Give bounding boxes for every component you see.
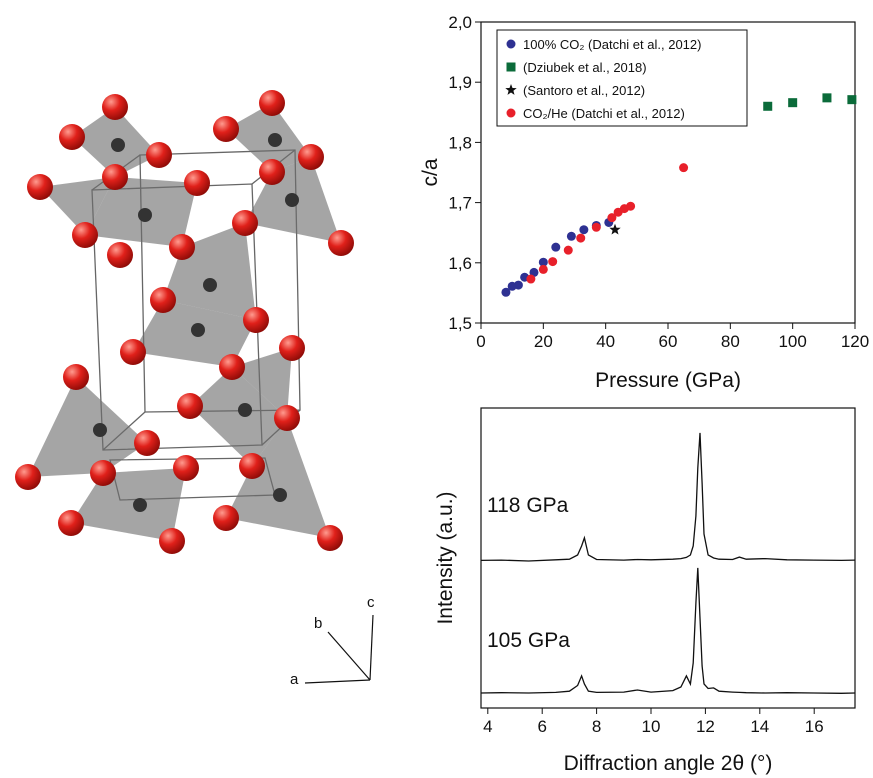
legend-label: 100% CO₂ (Datchi et al., 2012): [523, 37, 701, 52]
legend-label: CO₂/He (Datchi et al., 2012): [523, 106, 685, 121]
data-point: [576, 233, 586, 243]
x-tick-label: 100: [778, 332, 806, 351]
y-axis-title: c/a: [419, 158, 442, 186]
x-tick-label: 40: [596, 332, 615, 351]
axis-label: a: [290, 671, 299, 688]
data-point: [548, 257, 558, 267]
data-point: [579, 225, 589, 235]
data-point: [538, 257, 548, 267]
legend-box: [496, 29, 748, 127]
data-point: [847, 95, 857, 105]
x-axis-title: Diffraction angle 2θ (°): [564, 752, 773, 775]
axis-label: b: [314, 615, 322, 632]
carbon-atoms: [93, 133, 299, 512]
data-point: [526, 274, 536, 284]
y-axis-title: Intensity (a.u.): [434, 491, 457, 624]
spectrum-line: [480, 567, 856, 694]
data-point: [822, 93, 832, 103]
data-point: [607, 213, 617, 223]
legend-marker: [506, 62, 516, 72]
y-tick-label: 2,0: [448, 13, 472, 32]
x-tick-label: 6: [537, 717, 546, 736]
y-tick-label: 1,9: [448, 73, 472, 92]
data-point: [563, 245, 573, 255]
axis-label: c: [367, 594, 375, 611]
legend-marker: [506, 108, 516, 118]
data-point: [609, 223, 621, 235]
axes-glyph: [304, 614, 374, 684]
data-point: [551, 242, 561, 252]
x-tick-label: 80: [721, 332, 740, 351]
data-point: [501, 287, 511, 297]
x-tick-label: 20: [534, 332, 553, 351]
legend-label: (Dziubek et al., 2018): [523, 60, 647, 75]
annotation: 118 GPa: [487, 494, 569, 517]
x-tick-label: 8: [592, 717, 601, 736]
x-tick-label: 12: [696, 717, 715, 736]
x-tick-label: 10: [642, 717, 661, 736]
x-tick-label: 4: [483, 717, 492, 736]
plot-frame: [480, 407, 856, 709]
x-tick-label: 60: [659, 332, 678, 351]
x-tick-label: 14: [750, 717, 769, 736]
x-tick-label: 120: [841, 332, 869, 351]
y-tick-label: 1,8: [448, 133, 472, 152]
data-point: [679, 163, 689, 173]
data-point: [788, 98, 798, 108]
legend-marker: [506, 39, 516, 49]
spectrum-line: [480, 432, 856, 562]
oxygen-atoms: [15, 90, 354, 554]
legend-label: (Santoro et al., 2012): [523, 83, 645, 98]
legend-marker: [505, 84, 517, 95]
data-point: [763, 101, 773, 111]
data-point: [626, 201, 636, 211]
data-point: [538, 264, 548, 274]
y-tick-label: 1,6: [448, 254, 472, 273]
x-tick-label: 0: [476, 332, 485, 351]
y-tick-label: 1,7: [448, 194, 472, 213]
data-point: [566, 231, 576, 241]
data-point: [513, 280, 523, 290]
crystal-structure: a b c: [15, 90, 375, 688]
annotation: 105 GPa: [487, 629, 570, 652]
data-point: [591, 222, 601, 232]
x-tick-label: 16: [805, 717, 824, 736]
y-tick-label: 1,5: [448, 314, 472, 333]
x-axis-title: Pressure (GPa): [595, 369, 741, 392]
